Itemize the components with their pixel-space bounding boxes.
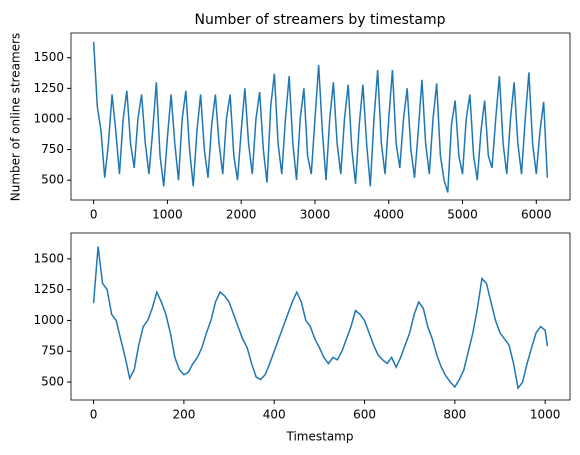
line-series	[92, 246, 549, 391]
y-tick-label: 500	[41, 173, 64, 187]
y-tick-label: 750	[41, 142, 64, 156]
x-tick-label: 200	[172, 408, 195, 422]
y-tick-label: 1000	[33, 111, 64, 125]
x-tick-label: 5000	[447, 208, 478, 222]
x-tick-label: 3000	[300, 208, 331, 222]
y-tick-label: 1000	[33, 313, 64, 327]
x-tick-label: 2000	[226, 208, 257, 222]
y-tick-label: 1250	[33, 81, 64, 95]
y-tick-label: 500	[41, 375, 64, 389]
x-tick-label: 400	[263, 408, 286, 422]
y-tick-label: 1250	[33, 282, 64, 296]
x-axis-label: Timestamp	[286, 430, 354, 444]
y-tick-label: 1500	[33, 50, 64, 64]
x-tick-label: 1000	[530, 408, 561, 422]
line-series	[92, 41, 549, 193]
x-tick-label: 0	[90, 208, 98, 222]
axes-frame	[70, 232, 571, 401]
x-tick-label: 600	[353, 408, 376, 422]
y-tick-label: 750	[41, 344, 64, 358]
y-axis-label: Number of online streamers	[9, 33, 23, 201]
axes-frame	[70, 32, 571, 201]
x-tick-label: 800	[443, 408, 466, 422]
x-tick-label: 6000	[521, 208, 552, 222]
chart-title: Number of streamers by timestamp	[195, 12, 446, 28]
x-tick-label: 4000	[373, 208, 404, 222]
y-tick-label: 1500	[33, 251, 64, 265]
x-tick-label: 0	[90, 408, 98, 422]
x-tick-label: 1000	[152, 208, 183, 222]
